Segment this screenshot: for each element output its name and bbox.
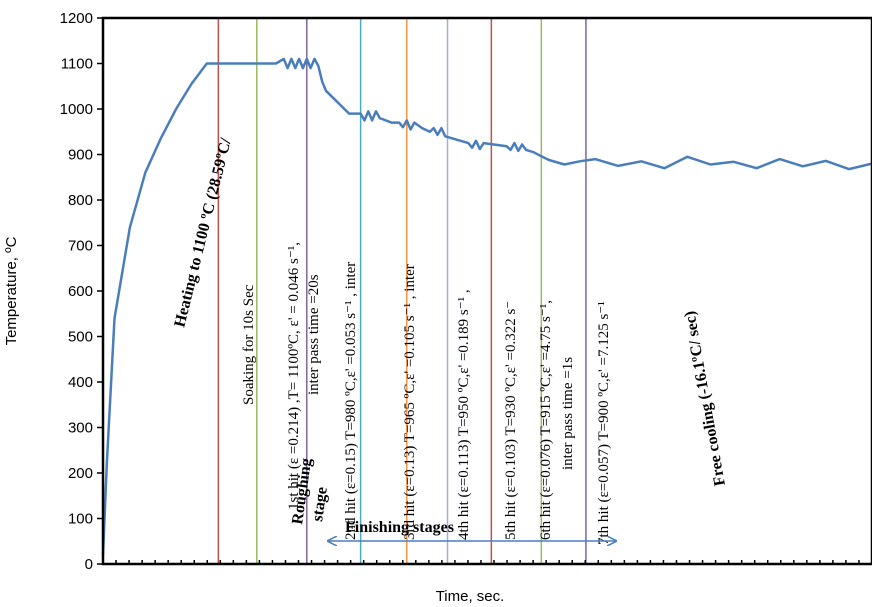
y-tick-label: 1200 [60,10,93,27]
y-tick-label: 0 [85,556,93,573]
y-tick-label: 800 [68,192,93,209]
hit7-annotation: 7th hit (ε=0.057) T=900 ºC,ε' =7.125 s⁻¹ [596,301,612,545]
plot-frame [101,16,872,566]
free-cooling-annotation: Free cooling (-16.1ºC/ sec) [681,310,729,488]
x-axis-title: Time, sec. [436,588,505,605]
roughing-stage-label-2: stage [309,486,331,523]
y-tick-label: 1000 [60,101,93,118]
y-tick-label: 700 [68,238,93,255]
y-tick-label: 200 [68,465,93,482]
y-tick-label: 400 [68,374,93,391]
y-tick-label: 600 [68,283,93,300]
y-tick-label: 900 [68,147,93,164]
y-axis-title: Temperature, ºC [3,236,20,345]
finishing-stages-label: Finishing stages [345,519,454,536]
y-tick-label: 1100 [61,56,93,73]
y-tick-label: 300 [68,420,93,437]
y-tick-label: 100 [68,511,93,528]
hit2-annotation: 2nd hit (ε=0.15) T=980 ºC,ε' =0.053 s⁻¹ … [343,262,359,540]
y-tick-label: 500 [68,329,93,346]
soaking-annotation: Soaking for 10s Sec [241,284,257,405]
hit6-annotation-line1: 6th hit (ε=0.076) T=915 ºC,ε' =4.75 s⁻¹, [538,300,554,540]
hit1-annotation-line1: 1st hit (ε =0.214) ,T= 1100ºC, ε' = 0.04… [286,242,302,510]
y-axis-ticks: 0 100 200 300 400 500 600 700 800 900 1000 1100 1200 [60,10,103,573]
hit5-annotation: 5th hit (ε=0.103) T=930 ºC,ε' =0.322 s⁻ [503,301,519,540]
hit1-annotation-line2: inter pass time =20s [306,274,322,395]
hit6-annotation-line2: inter pass time =1s [560,357,576,470]
hit4-annotation: 4th hit (ε=0.113) T=950 ºC,ε' =0.189 s⁻¹… [456,289,472,540]
temperature-curve [101,57,872,555]
heating-annotation: Heating to 1100 ºC (28.59ºC/ [171,136,235,329]
stage-divider-lines [217,18,587,564]
hit3-annotation: 3rd hit (ε=0.13) T=965 ºC,ε' =0.105 s⁻¹ … [402,264,418,540]
